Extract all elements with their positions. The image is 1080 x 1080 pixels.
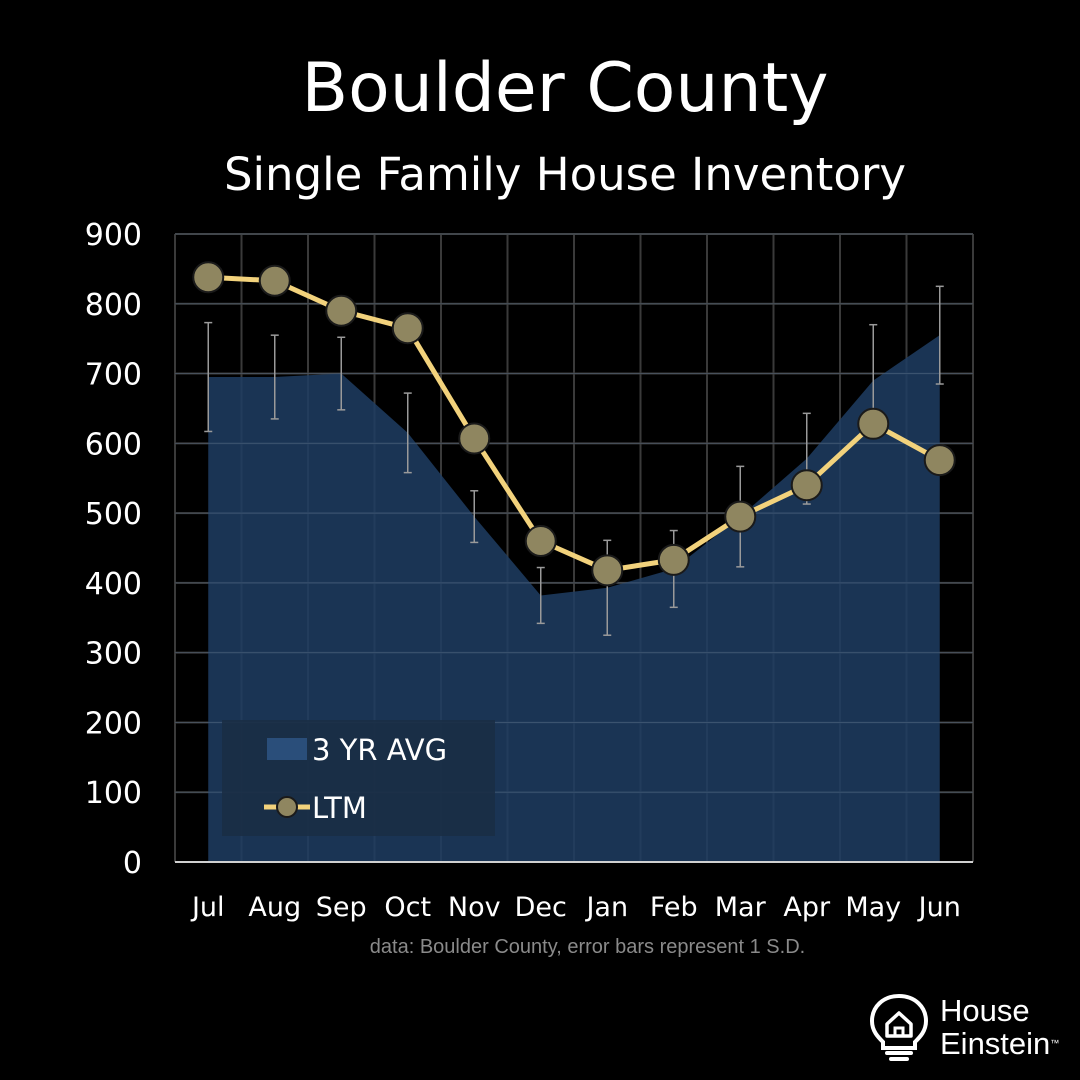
ltm-point: [591, 554, 624, 587]
x-tick-label: Jun: [917, 892, 961, 923]
logo-line1: House: [940, 993, 1030, 1028]
ltm-point: [657, 543, 690, 576]
x-tick-label: Feb: [650, 892, 698, 923]
ltm-point: [458, 422, 491, 455]
lightbulb-house-icon: [869, 993, 929, 1061]
x-tick-label: Apr: [783, 892, 831, 923]
ltm-point: [192, 261, 225, 294]
ltm-point: [857, 407, 890, 440]
axes: 0 100 200 300 400 500 600 700 800 900 Jul Aug Sep Oct…: [85, 218, 973, 923]
y-tick-label: 800: [85, 288, 142, 323]
ltm-point: [923, 444, 956, 477]
line-series: [192, 261, 956, 587]
x-tick-label: Oct: [384, 892, 431, 923]
legend-swatch-area: [267, 738, 307, 760]
y-tick-label: 300: [85, 637, 142, 672]
legend-swatch-marker: [276, 796, 298, 818]
legend-label-3yr-avg: 3 YR AVG: [312, 733, 447, 767]
source-note: data: Boulder County, error bars represe…: [369, 936, 806, 958]
y-tick-label: 200: [85, 706, 142, 741]
y-tick-label: 600: [85, 427, 142, 462]
x-tick-label: Jan: [584, 892, 628, 923]
ltm-point: [790, 469, 823, 502]
x-tick-label: Mar: [715, 892, 767, 923]
x-tick-label: Aug: [248, 892, 301, 923]
chart-title: Boulder County: [301, 49, 829, 128]
y-tick-label: 500: [85, 497, 142, 532]
logo-text: House Einstein™: [940, 994, 1059, 1060]
logo-line2: Einstein™: [940, 1026, 1060, 1061]
y-tick-label: 400: [85, 567, 142, 602]
legend: 3 YR AVG LTM: [222, 720, 495, 836]
ltm-point: [325, 294, 358, 327]
x-tick-label: Jul: [190, 892, 225, 923]
x-tick-label: Dec: [515, 892, 567, 923]
x-tick-label: Sep: [316, 892, 367, 923]
chart-subtitle: Single Family House Inventory: [223, 148, 906, 201]
x-tick-label: May: [845, 892, 901, 923]
y-tick-label: 0: [123, 846, 142, 881]
y-tick-label: 900: [85, 218, 142, 253]
y-tick-label: 700: [85, 358, 142, 393]
ltm-point: [258, 264, 291, 297]
ltm-point: [524, 525, 557, 558]
legend-label-ltm: LTM: [312, 791, 367, 825]
x-tick-label: Nov: [448, 892, 501, 923]
y-tick-label: 100: [85, 776, 142, 811]
ltm-point: [391, 312, 424, 345]
brand-logo: House Einstein™: [868, 990, 1068, 1070]
ltm-point: [724, 500, 757, 533]
